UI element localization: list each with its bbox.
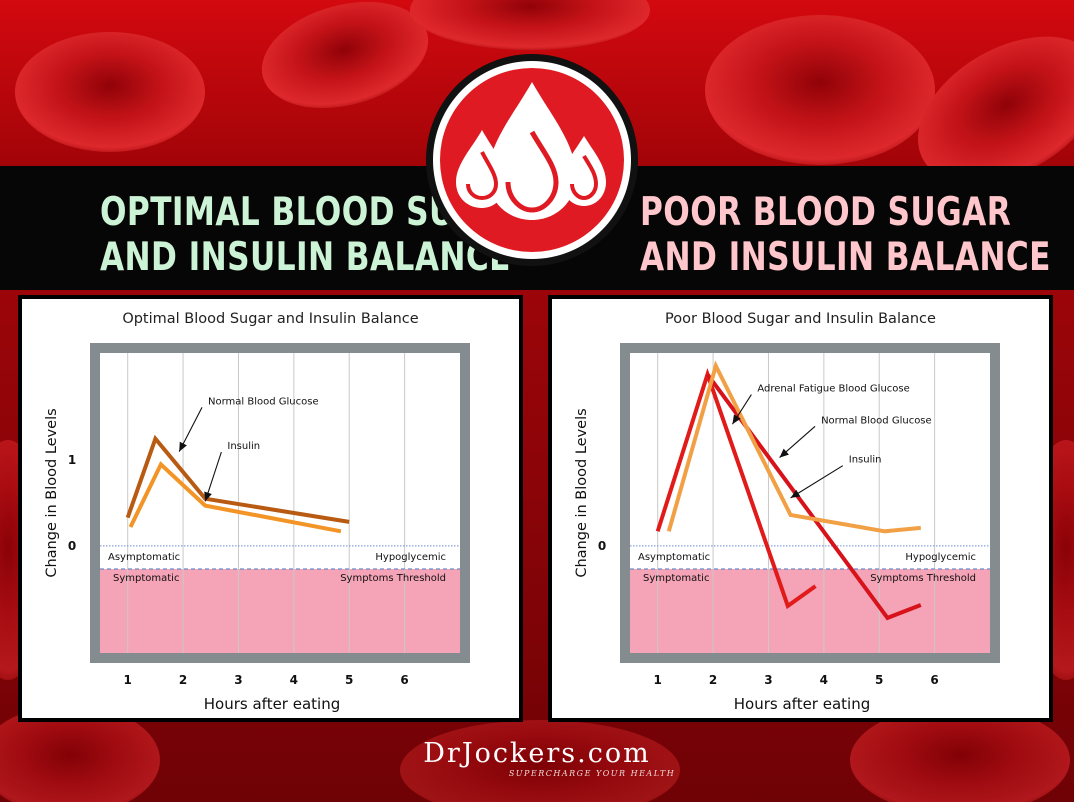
x-tick-label: 2: [179, 673, 187, 687]
x-tick-label: 1: [654, 673, 662, 687]
x-tick-label: 4: [820, 673, 828, 687]
x-tick-label: 1: [124, 673, 132, 687]
zone-label: Asymptomatic: [108, 552, 180, 563]
x-tick-label: 4: [290, 673, 298, 687]
brand-tagline: SUPERCHARGE YOUR HEALTH: [508, 769, 676, 778]
chart-title: Optimal Blood Sugar and Insulin Balance: [122, 311, 418, 327]
annotation-arrowhead: [179, 441, 187, 452]
annotation-label: Insulin: [849, 455, 882, 466]
annotation-label: Insulin: [227, 441, 260, 452]
headline-optimal-line-1: OPTIMAL BLOOD SUGAR: [100, 190, 530, 235]
series-line: [655, 368, 817, 610]
x-tick-label: 3: [764, 673, 772, 687]
y-tick-label: 1: [68, 453, 76, 467]
series-line: [128, 461, 342, 534]
chart-poor: Poor Blood Sugar and Insulin Balance Asym…: [548, 295, 1053, 722]
x-axis-label: Hours after eating: [204, 695, 340, 713]
x-tick-label: 5: [875, 673, 883, 687]
chart-panel-optimal: Optimal Blood Sugar and Insulin Balance A…: [18, 295, 523, 722]
annotation-label: Normal Blood Glucose: [821, 415, 932, 426]
headline-poor-line-1: POOR BLOOD SUGAR: [640, 190, 1012, 235]
series-line: [666, 360, 921, 534]
series-line: [705, 373, 922, 621]
chart-optimal: Optimal Blood Sugar and Insulin Balance A…: [18, 295, 523, 722]
annotation-arrow: [790, 465, 844, 499]
zone-label: Symptoms Threshold: [870, 573, 976, 584]
symptomatic-zone: [630, 569, 990, 653]
annotation-label: Adrenal Fatigue Blood Glucose: [757, 384, 909, 395]
brand-name: DrJockers.com: [423, 738, 651, 769]
y-axis-label: Change in Blood Levels: [574, 408, 590, 577]
headline-optimal-line-2: AND INSULIN BALANCE: [100, 235, 511, 280]
series-line: [125, 434, 350, 524]
zone-label: Symptomatic: [113, 573, 179, 584]
headline-optimal: OPTIMAL BLOOD SUGAR AND INSULIN BALANCE: [100, 190, 530, 280]
chart-title: Poor Blood Sugar and Insulin Balance: [665, 311, 936, 327]
zone-label: Symptomatic: [643, 573, 709, 584]
headline-poor: POOR BLOOD SUGAR AND INSULIN BALANCE: [640, 190, 1051, 280]
zone-label: Hypoglycemic: [375, 552, 446, 563]
blood-drops-icon: [426, 54, 638, 266]
brand-logo: DrJockers.com SUPERCHARGE YOUR HEALTH: [0, 738, 1074, 778]
zone-label: Asymptomatic: [638, 552, 710, 563]
annotation-label: Normal Blood Glucose: [208, 396, 319, 407]
x-tick-label: 3: [234, 673, 242, 687]
annotation-arrowhead: [790, 489, 801, 498]
zone-label: Hypoglycemic: [905, 552, 976, 563]
y-tick-label: 0: [598, 539, 606, 553]
zone-label: Symptoms Threshold: [340, 573, 446, 584]
chart-panel-poor: Poor Blood Sugar and Insulin Balance Asym…: [548, 295, 1053, 722]
x-tick-label: 6: [400, 673, 408, 687]
annotation-arrowhead: [204, 491, 212, 502]
x-axis-label: Hours after eating: [734, 695, 870, 713]
x-tick-label: 6: [930, 673, 938, 687]
annotation-arrowhead: [779, 448, 789, 458]
y-axis-label: Change in Blood Levels: [44, 408, 60, 577]
annotation-arrowhead: [732, 414, 741, 425]
symptomatic-zone: [100, 569, 460, 653]
x-tick-label: 5: [345, 673, 353, 687]
headline-poor-line-2: AND INSULIN BALANCE: [640, 235, 1051, 280]
y-tick-label: 0: [68, 539, 76, 553]
x-tick-label: 2: [709, 673, 717, 687]
